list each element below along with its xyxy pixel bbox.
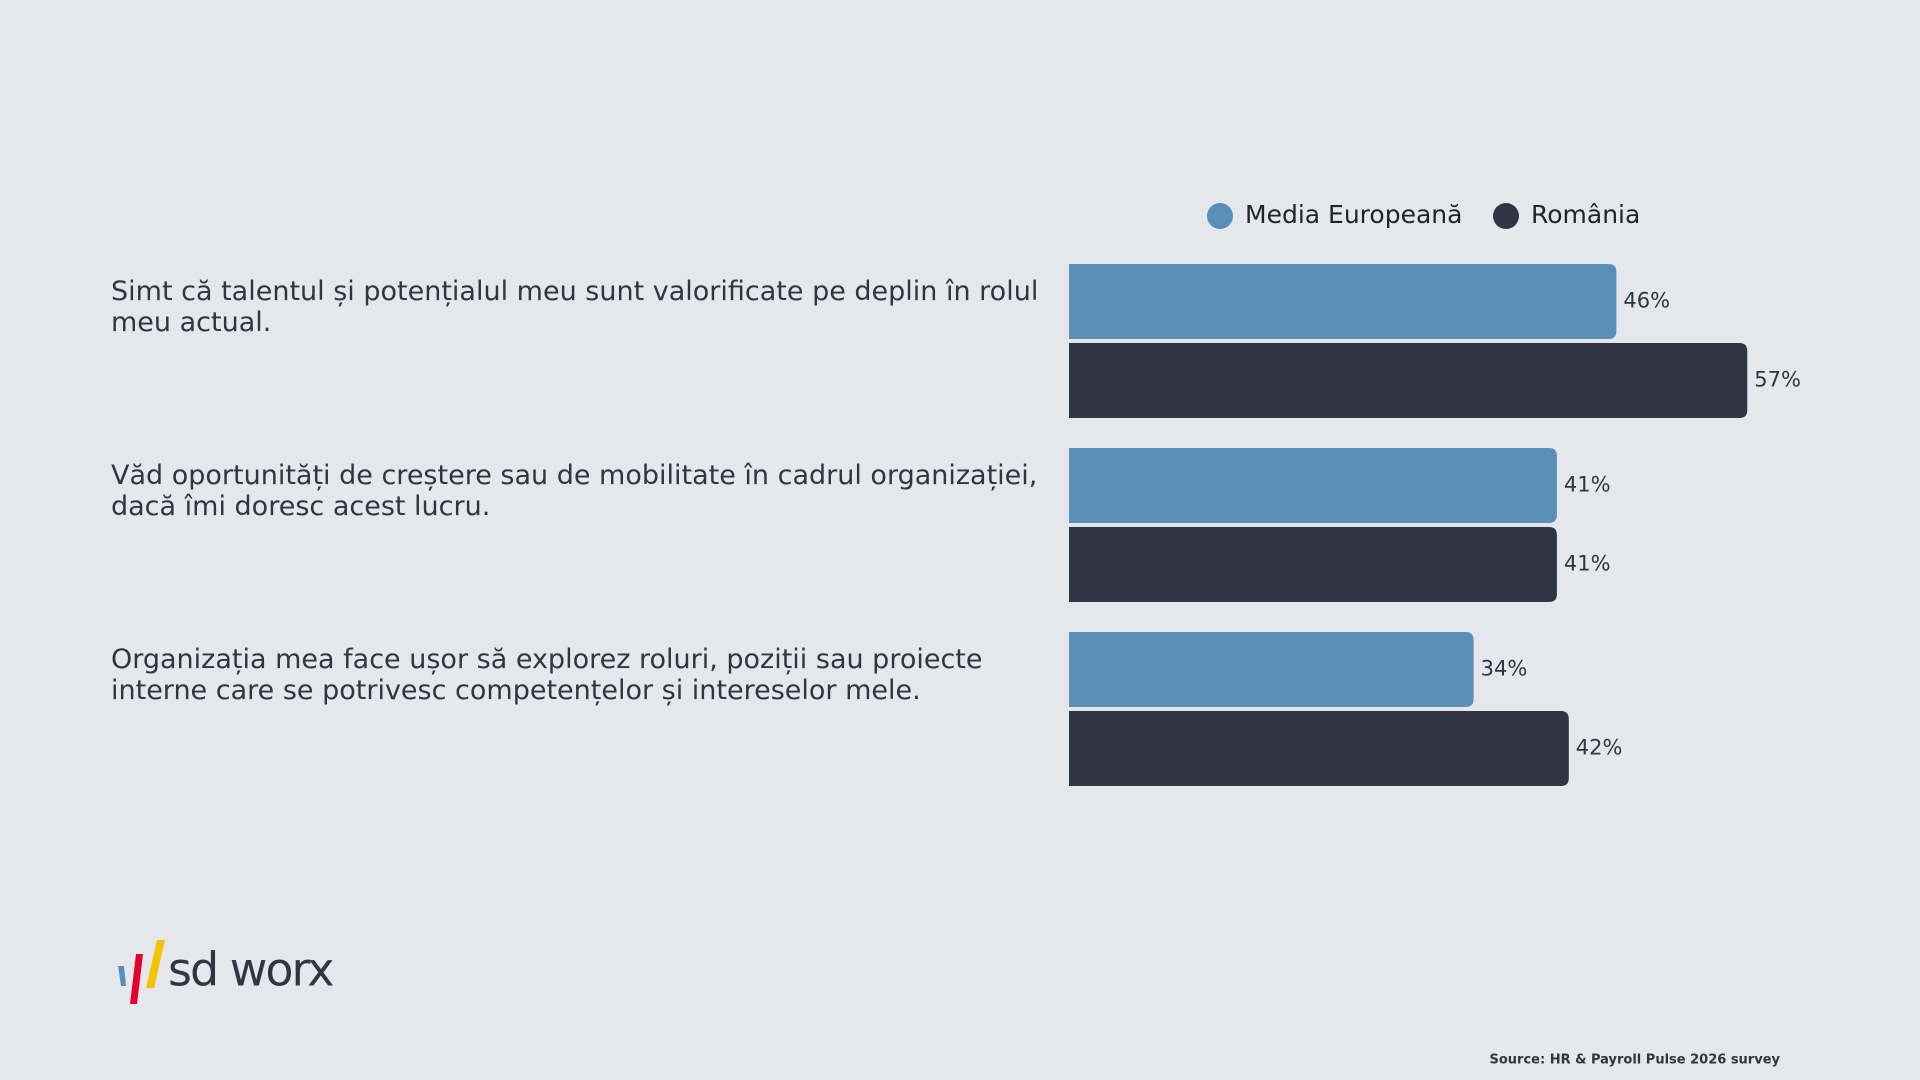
value-label: 42% [1576,736,1623,760]
value-label: 57% [1754,368,1801,392]
logo-mark [118,940,165,1004]
source: Source: HR & Payroll Pulse 2026 survey [1490,1053,1781,1068]
value-label: 34% [1481,657,1528,681]
legend-swatch [1493,203,1519,229]
category-label: Organizația mea face ușor să explorez ro… [111,644,983,706]
value-label: 46% [1623,289,1670,313]
logo-text: sd worx [168,943,333,997]
value-label: 41% [1564,473,1611,497]
bar [1069,448,1557,523]
bar [1069,632,1474,707]
category-label: Simt că talentul și potențialul meu sunt… [111,276,1039,338]
category-label: Văd oportunități de creștere sau de mobi… [111,460,1038,522]
value-label: 41% [1564,552,1611,576]
bar [1069,343,1748,418]
bar [1069,711,1569,786]
legend-label: România [1531,200,1640,229]
bar [1069,527,1557,602]
bar [1069,264,1617,339]
legend-label: Media Europeană [1245,200,1462,229]
legend-swatch [1207,203,1233,229]
